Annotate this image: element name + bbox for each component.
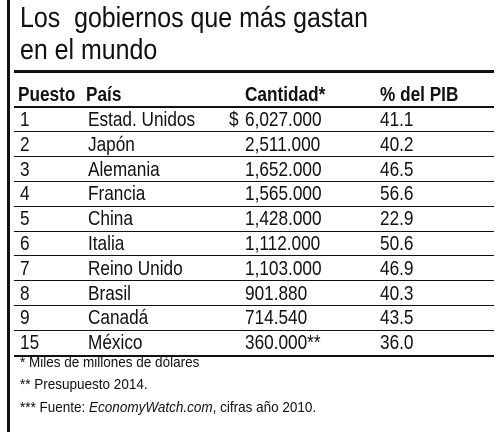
- row-rule: [14, 205, 494, 207]
- row-rule: [14, 156, 494, 158]
- table-cell: $: [229, 109, 239, 131]
- row-rule: [14, 304, 494, 306]
- footnote: * Miles de millones de dólares: [20, 354, 200, 371]
- table-cell: Reino Unido: [88, 257, 183, 280]
- table-cell: 1,103.000: [245, 257, 322, 280]
- table-cell: Canadá: [88, 307, 149, 330]
- footnote-source: EconomyWatch.com: [89, 399, 213, 416]
- footnote-text: *** Fuente:: [20, 399, 90, 416]
- table-cell: 1,112.000: [245, 233, 321, 255]
- row-rule: [14, 131, 494, 133]
- table-cell: 50.6: [380, 233, 414, 255]
- footnote: *** Fuente: EconomyWatch.com, cifras año…: [20, 400, 316, 415]
- table-cell: 4: [20, 183, 30, 206]
- row-rule: [14, 230, 494, 232]
- table-cell: 46.5: [380, 158, 414, 181]
- column-header: Cantidad*: [245, 84, 326, 106]
- footnote: ** Presupuesto 2014.: [20, 376, 148, 393]
- table-cell: 1,428.000: [245, 208, 322, 231]
- table-cell: 40.3: [380, 282, 414, 305]
- row-rule: [14, 329, 494, 331]
- column-header: País: [86, 84, 122, 106]
- table-cell: 36.0: [380, 332, 414, 355]
- table-cell: 901.880: [245, 282, 308, 305]
- table-cell: Francia: [88, 183, 146, 206]
- row-rule: [14, 255, 494, 257]
- table-cell: 40.2: [380, 133, 414, 156]
- row-rule: [14, 280, 494, 282]
- table-cell: Brasil: [88, 282, 132, 305]
- table-cell: 1,565.000: [245, 183, 322, 206]
- column-header: % del PIB: [380, 84, 459, 106]
- table-cell: 3: [20, 158, 30, 181]
- footnote-text: , cifras año 2010.: [212, 399, 317, 416]
- column-header: Puesto: [18, 84, 76, 106]
- table-cell: 9: [20, 307, 30, 330]
- table-cell: 1: [20, 109, 30, 131]
- table-cell: 2,511.000: [245, 133, 321, 156]
- table-cell: 56.6: [380, 183, 414, 206]
- table-cell: 1,652.000: [245, 158, 322, 181]
- table-cell: 5: [20, 208, 30, 231]
- header-rule: [14, 106, 494, 108]
- title-line: Los gobiernos que más gastan: [20, 2, 369, 34]
- table-cell: 41.1: [380, 109, 414, 131]
- side-bar: [7, 0, 10, 432]
- title-rule: [14, 70, 494, 73]
- table-cell: 46.9: [380, 257, 414, 280]
- table-cell: Japón: [88, 133, 135, 156]
- table-cell: 6: [20, 233, 30, 255]
- title-line: en el mundo: [20, 34, 158, 66]
- table-cell: México: [88, 332, 143, 355]
- table-cell: Estad. Unidos: [88, 109, 196, 131]
- table-cell: Italia: [88, 233, 125, 255]
- table-cell: 2: [20, 133, 30, 156]
- table-cell: 7: [20, 257, 30, 280]
- table-cell: China: [88, 208, 133, 231]
- table-cell: 6,027.000: [245, 109, 322, 131]
- table-cell: Alemania: [88, 158, 160, 181]
- table-cell: 8: [20, 282, 30, 305]
- table-cell: 360.000**: [245, 332, 321, 355]
- table-cell: 714.540: [245, 307, 308, 330]
- table-cell: 15: [20, 332, 40, 355]
- row-rule: [14, 354, 494, 357]
- table-cell: 43.5: [380, 307, 414, 330]
- row-rule: [14, 180, 494, 182]
- table-cell: 22.9: [380, 208, 414, 231]
